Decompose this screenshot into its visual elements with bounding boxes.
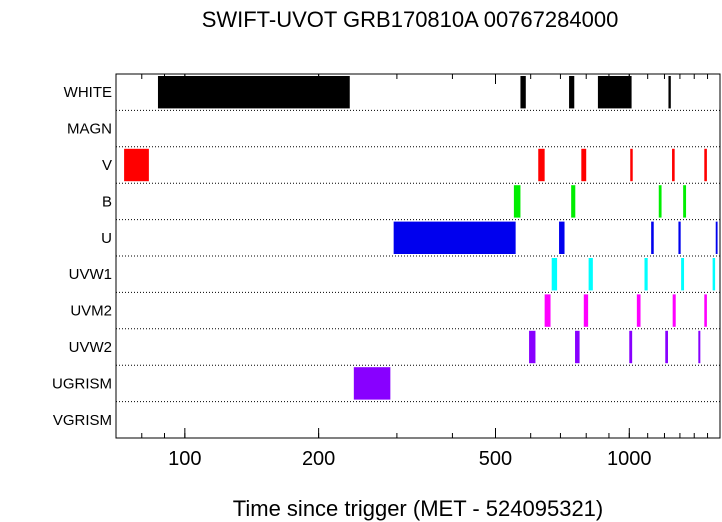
exposure-bar-v: [672, 148, 675, 182]
exposure-bar-u: [393, 221, 516, 254]
chart-title: SWIFT-UVOT GRB170810A 00767284000: [202, 7, 619, 32]
exposure-bar-uvw2: [698, 330, 701, 364]
exposure-bar-uvw2: [629, 330, 633, 364]
exposure-bar-uvw2: [665, 330, 668, 364]
row-label-u: U: [101, 230, 112, 247]
exposure-bar-uvm2: [544, 294, 551, 327]
exposure-bar-b: [683, 185, 687, 218]
row-label-uvm2: UVM2: [70, 303, 112, 320]
exposure-bar-v: [630, 148, 633, 182]
bars-layer: [124, 76, 718, 400]
exposure-bar-u: [678, 221, 681, 254]
exposure-bar-ugrism: [353, 367, 391, 400]
exposure-bar-u: [651, 221, 654, 254]
row-label-uvw1: UVW1: [69, 266, 112, 283]
exposure-bar-b: [658, 185, 662, 218]
exposure-bar-u: [715, 221, 718, 254]
exposure-bar-uvw1: [712, 258, 716, 291]
row-label-magn: MAGN: [67, 121, 112, 138]
x-tick-label: 100: [168, 448, 201, 470]
rows-layer: WHITE MAGN V B U UVW1 UVM2 UVW2 UGRISM VGRISM: [52, 84, 720, 429]
row-label-white: WHITE: [64, 84, 112, 101]
plot-frame: [115, 73, 721, 439]
exposure-bar-b: [513, 185, 521, 218]
row-label-v: V: [102, 157, 112, 174]
exposure-bar-uvm2: [704, 294, 707, 327]
exposure-bar-uvm2: [583, 294, 589, 327]
ticks-layer: 100 200 500 1000: [115, 74, 721, 470]
exposure-bar-uvw1: [551, 258, 558, 291]
exposure-bar-white: [597, 76, 632, 109]
exposure-bar-v: [704, 148, 707, 182]
exposure-bar-white: [569, 76, 575, 109]
exposure-bar-white: [520, 76, 526, 109]
x-axis-label: Time since trigger (MET - 524095321): [233, 496, 604, 521]
exposure-bar-u: [559, 221, 565, 254]
x-tick-label: 200: [302, 448, 335, 470]
exposure-bar-b: [571, 185, 576, 218]
row-label-vgrism: VGRISM: [53, 412, 112, 429]
exposure-bar-white: [157, 76, 350, 109]
x-tick-label: 1000: [607, 448, 652, 470]
x-tick-label: 500: [479, 448, 512, 470]
exposure-bar-white: [668, 76, 671, 109]
row-label-b: B: [102, 193, 112, 210]
exposure-bar-uvm2: [636, 294, 641, 327]
exposure-bar-uvw2: [575, 330, 580, 364]
row-label-ugrism: UGRISM: [52, 375, 112, 392]
exposure-bar-uvw2: [529, 330, 536, 364]
exposure-bar-v: [124, 148, 149, 182]
row-label-uvw2: UVW2: [69, 339, 112, 356]
exposure-bar-uvw1: [681, 258, 685, 291]
exposure-bar-uvw1: [588, 258, 593, 291]
exposure-bar-v: [581, 148, 587, 182]
exposure-bar-uvw1: [644, 258, 648, 291]
exposure-bar-v: [538, 148, 545, 182]
exposure-bar-uvm2: [672, 294, 676, 327]
